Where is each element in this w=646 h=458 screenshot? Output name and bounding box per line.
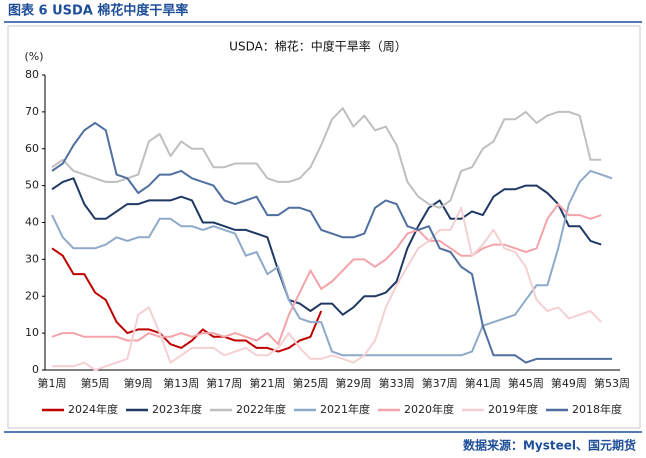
chart-title: USDA：棉花：中度干旱率（周） <box>229 39 407 54</box>
x-tick-label: 第21周 <box>249 376 285 390</box>
x-tick-label: 第17周 <box>206 376 242 390</box>
legend-label: 2018年度 <box>572 402 622 416</box>
x-tick-label: 第33周 <box>379 376 415 390</box>
legend-label: 2020年度 <box>404 402 454 416</box>
series-line <box>51 177 602 316</box>
legend-label: 2021年度 <box>320 402 370 416</box>
y-tick-label: 70 <box>25 105 39 118</box>
y-tick-label: 40 <box>25 216 39 229</box>
legend-label: 2023年度 <box>152 402 202 416</box>
series-line <box>52 206 602 371</box>
legend-label: 2019年度 <box>488 402 538 416</box>
y-tick-label: 20 <box>25 289 39 302</box>
series-line <box>51 121 612 364</box>
y-tick-label: 50 <box>25 179 39 192</box>
x-tick-label: 第37周 <box>422 376 458 390</box>
y-unit: (%) <box>24 50 43 63</box>
series-line <box>51 107 602 209</box>
y-tick-label: 10 <box>25 326 39 339</box>
y-tick-label: 60 <box>25 142 39 155</box>
series-line <box>51 203 602 346</box>
chart-frame <box>7 25 641 429</box>
series-line <box>51 169 613 357</box>
series-line <box>51 247 323 353</box>
y-tick-label: 30 <box>25 252 39 265</box>
x-tick-label: 第25周 <box>292 376 328 390</box>
x-tick-label: 第53周 <box>594 376 630 390</box>
x-tick-label: 第1周 <box>38 376 67 390</box>
x-tick-label: 第5周 <box>81 376 110 390</box>
legend-label: 2022年度 <box>236 402 286 416</box>
x-tick-label: 第49周 <box>551 376 587 390</box>
x-tick-label: 第9周 <box>124 376 153 390</box>
x-tick-label: 第45周 <box>508 376 544 390</box>
source: 数据来源：Mysteel、国元期货 <box>463 438 636 453</box>
y-tick-label: 80 <box>25 68 39 81</box>
x-tick-label: 第13周 <box>163 376 199 390</box>
x-tick-label: 第29周 <box>336 376 372 390</box>
y-tick-label: 0 <box>32 363 39 376</box>
legend-label: 2024年度 <box>68 402 118 416</box>
x-tick-label: 第41周 <box>465 376 501 390</box>
header-title: 图表 6 USDA 棉花中度干旱率 <box>8 3 188 19</box>
